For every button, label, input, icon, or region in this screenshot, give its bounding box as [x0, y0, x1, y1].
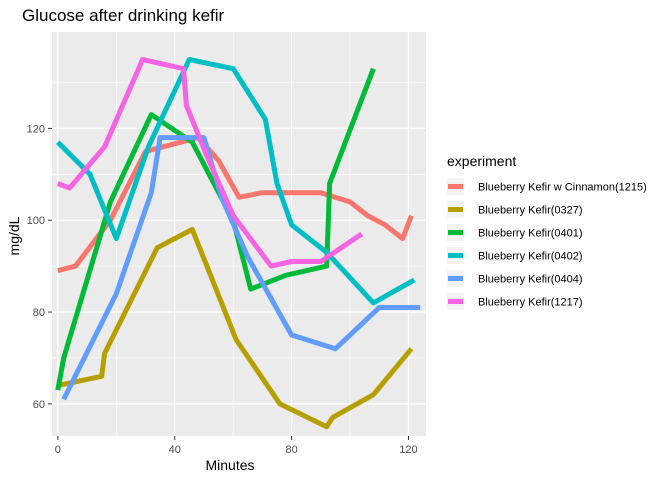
series-line [61, 135, 421, 401]
series-line [57, 135, 414, 274]
y-tick-label: 80 [33, 307, 45, 319]
legend-title: experiment [447, 153, 516, 169]
axis-ticks: 0 40 80 120 60 80 100 120 [27, 123, 418, 456]
y-tick-label: 100 [27, 215, 45, 227]
x-tick-label: 80 [285, 444, 297, 456]
x-axis-label: Minutes [205, 457, 254, 473]
legend-entry-label: Blueberry Kefir w Cinnamon(1215) [478, 182, 647, 194]
legend-entry-label: Blueberry Kefir(0402) [478, 251, 583, 263]
legend-entry-label: Blueberry Kefir(0327) [478, 205, 583, 217]
series-lines [55, 57, 421, 430]
series-line [56, 57, 364, 269]
y-tick-label: 120 [27, 123, 45, 135]
y-tick-label: 60 [33, 399, 45, 411]
x-tick-label: 120 [399, 444, 417, 456]
series-line [57, 226, 414, 430]
legend-entry-label: Blueberry Kefir(0401) [478, 228, 583, 240]
x-tick-label: 40 [169, 444, 181, 456]
legend: experiment Blueberry Kefir w Cinnamon(12… [447, 153, 647, 310]
legend-entry-label: Blueberry Kefir(1217) [478, 297, 583, 309]
chart-title: Glucose after drinking kefir [22, 6, 225, 25]
y-axis-label: mg/dL [6, 216, 22, 255]
x-tick-label: 0 [55, 444, 61, 456]
legend-entry-label: Blueberry Kefir(0404) [478, 274, 583, 286]
series-line [56, 57, 416, 306]
